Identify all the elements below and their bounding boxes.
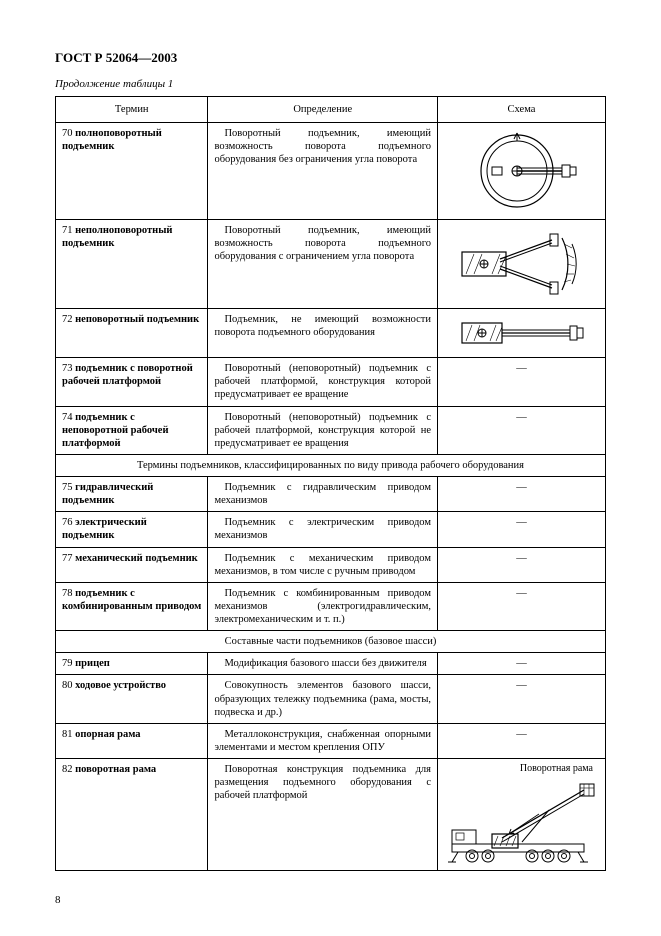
term-number: 74 bbox=[62, 412, 75, 423]
table-row: 77 механический подъемникПодъемник с мех… bbox=[56, 547, 606, 582]
term-cell: 70 полноповоротный подъемник bbox=[56, 123, 208, 220]
term-cell: 71 неполноповоротный подъемник bbox=[56, 220, 208, 309]
table-row: 74 подъемник с неповоротной рабочей плат… bbox=[56, 406, 606, 454]
term-text: подъемник с поворотной рабочей платформо… bbox=[62, 363, 193, 387]
scheme-dash: — bbox=[438, 582, 606, 630]
term-text: полноповоротный подъемник bbox=[62, 128, 162, 152]
scheme-diagram bbox=[438, 309, 606, 358]
definition-cell: Поворотная конструкция подъемника для ра… bbox=[208, 759, 438, 871]
term-cell: 79 прицеп bbox=[56, 653, 208, 675]
term-number: 78 bbox=[62, 588, 75, 599]
scheme-dash: — bbox=[438, 547, 606, 582]
scheme-dash: — bbox=[438, 358, 606, 406]
definition-cell: Подъемник с электрическим приводом механ… bbox=[208, 512, 438, 547]
table-row: 71 неполноповоротный подъемникПоворотный… bbox=[56, 220, 606, 309]
term-text: гидравлический подъемник bbox=[62, 482, 153, 506]
table-row: 81 опорная рамаМеталлоконструкция, снабж… bbox=[56, 723, 606, 758]
section-title: Термины подъемников, классифицированных … bbox=[56, 454, 606, 476]
definition-cell: Совокупность элементов базового шасси, о… bbox=[208, 675, 438, 723]
table-row: 70 полноповоротный подъемникПоворотный п… bbox=[56, 123, 606, 220]
term-number: 73 bbox=[62, 363, 75, 374]
term-number: 80 bbox=[62, 680, 75, 691]
definition-cell: Модификация базового шасси без движителя bbox=[208, 653, 438, 675]
scheme-dash: — bbox=[438, 512, 606, 547]
term-cell: 76 электрический подъемник bbox=[56, 512, 208, 547]
table-row: 82 поворотная рамаПоворотная конструкция… bbox=[56, 759, 606, 871]
page-number: 8 bbox=[55, 894, 61, 906]
term-text: механический подъемник bbox=[75, 553, 198, 564]
term-text: неповоротный подъемник bbox=[75, 314, 199, 325]
term-cell: 72 неповоротный подъемник bbox=[56, 309, 208, 358]
definition-cell: Поворотный (неповоротный) подъемник с ра… bbox=[208, 358, 438, 406]
term-number: 70 bbox=[62, 128, 75, 139]
definition-cell: Подъемник с механическим приводом механи… bbox=[208, 547, 438, 582]
term-text: прицеп bbox=[75, 658, 110, 669]
table-row: 78 подъемник с комбинированным приводомП… bbox=[56, 582, 606, 630]
term-cell: 73 подъемник с поворотной рабочей платфо… bbox=[56, 358, 208, 406]
term-text: ходовое устройство bbox=[75, 680, 166, 691]
scheme-dash: — bbox=[438, 653, 606, 675]
term-text: подъемник с неповоротной рабочей платфор… bbox=[62, 412, 169, 449]
scheme-diagram bbox=[438, 123, 606, 220]
scheme-dash: — bbox=[438, 723, 606, 758]
header-row: Термин Определение Схема bbox=[56, 97, 606, 123]
table-row: 73 подъемник с поворотной рабочей платфо… bbox=[56, 358, 606, 406]
table-row: 76 электрический подъемникПодъемник с эл… bbox=[56, 512, 606, 547]
term-text: неполноповоротный подъемник bbox=[62, 225, 172, 249]
term-number: 79 bbox=[62, 658, 75, 669]
scheme-dash: — bbox=[438, 477, 606, 512]
definition-cell: Подъемник с комбинированным приводом мех… bbox=[208, 582, 438, 630]
table-row: 80 ходовое устройствоСовокупность элемен… bbox=[56, 675, 606, 723]
term-number: 81 bbox=[62, 729, 75, 740]
term-cell: 81 опорная рама bbox=[56, 723, 208, 758]
header-term: Термин bbox=[56, 97, 208, 123]
scheme-diagram bbox=[438, 220, 606, 309]
definition-cell: Поворотный подъемник, имеющий возможност… bbox=[208, 220, 438, 309]
term-text: опорная рама bbox=[75, 729, 140, 740]
term-number: 82 bbox=[62, 764, 75, 775]
term-text: подъемник с комбинированным приводом bbox=[62, 588, 201, 612]
definition-cell: Подъемник, не имеющий возможности поворо… bbox=[208, 309, 438, 358]
term-number: 77 bbox=[62, 553, 75, 564]
term-cell: 74 подъемник с неповоротной рабочей плат… bbox=[56, 406, 208, 454]
table-row: 75 гидравлический подъемникПодъемник с г… bbox=[56, 477, 606, 512]
terms-table: Термин Определение Схема 70 полноповорот… bbox=[55, 96, 606, 871]
definition-cell: Поворотный (неповоротный) подъемник с ра… bbox=[208, 406, 438, 454]
scheme-dash: — bbox=[438, 406, 606, 454]
term-number: 76 bbox=[62, 517, 75, 528]
term-cell: 75 гидравлический подъемник bbox=[56, 477, 208, 512]
header-scheme: Схема bbox=[438, 97, 606, 123]
scheme-dash: — bbox=[438, 675, 606, 723]
section-row: Составные части подъемников (базовое шас… bbox=[56, 631, 606, 653]
scheme-diagram: Поворотная рама bbox=[438, 759, 606, 871]
term-number: 72 bbox=[62, 314, 75, 325]
term-cell: 82 поворотная рама bbox=[56, 759, 208, 871]
table-continuation: Продолжение таблицы 1 bbox=[55, 78, 606, 90]
term-cell: 77 механический подъемник bbox=[56, 547, 208, 582]
page-container: ГОСТ Р 52064—2003 Продолжение таблицы 1 … bbox=[0, 0, 661, 936]
term-cell: 78 подъемник с комбинированным приводом bbox=[56, 582, 208, 630]
doc-title: ГОСТ Р 52064—2003 bbox=[55, 50, 606, 66]
definition-cell: Поворотный подъемник, имеющий возможност… bbox=[208, 123, 438, 220]
header-definition: Определение bbox=[208, 97, 438, 123]
scheme-label: Поворотная рама bbox=[444, 763, 599, 776]
term-number: 71 bbox=[62, 225, 75, 236]
term-text: поворотная рама bbox=[75, 764, 156, 775]
definition-cell: Подъемник с гидравлическим приводом меха… bbox=[208, 477, 438, 512]
term-number: 75 bbox=[62, 482, 75, 493]
term-cell: 80 ходовое устройство bbox=[56, 675, 208, 723]
section-title: Составные части подъемников (базовое шас… bbox=[56, 631, 606, 653]
section-row: Термины подъемников, классифицированных … bbox=[56, 454, 606, 476]
table-row: 72 неповоротный подъемникПодъемник, не и… bbox=[56, 309, 606, 358]
table-row: 79 прицепМодификация базового шасси без … bbox=[56, 653, 606, 675]
definition-cell: Металлоконструкция, снабженная опорными … bbox=[208, 723, 438, 758]
term-text: электрический подъемник bbox=[62, 517, 147, 541]
